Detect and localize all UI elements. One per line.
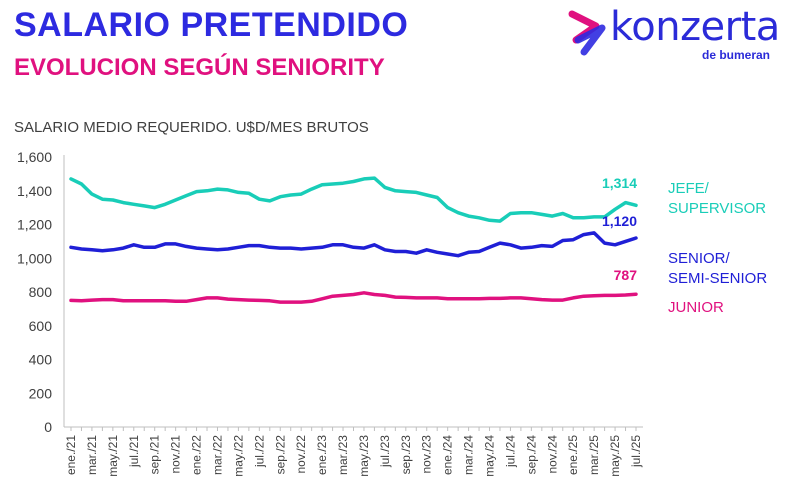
x-tick-label: mar./24 [462,435,476,475]
y-tick-label: 1,200 [17,217,52,233]
x-tick-label: mar./25 [587,435,601,475]
x-tick-label: mar./21 [85,435,99,475]
x-tick-label: nov./21 [169,435,183,474]
legend-entry-2: JUNIOR [668,299,724,316]
logo-tagline: de bumeran [702,48,771,62]
x-tick-label: may./22 [231,435,245,477]
x-tick-label: nov./24 [545,435,559,474]
legend-entry-1: SEMI-SENIOR [668,270,767,287]
legend-entry-1: SENIOR/ [668,250,731,267]
konzerta-mark-icon [568,10,606,56]
x-tick-label: may./23 [357,435,371,477]
series-line-0 [69,176,638,223]
x-tick-label: jul./22 [252,435,266,468]
y-tick-label: 1,400 [17,183,52,199]
page-subtitle: EVOLUCION SEGÚN SENIORITY [14,54,385,81]
x-tick-label: ene./24 [441,435,455,475]
x-tick-label: ene./25 [566,435,580,475]
y-tick-label: 800 [29,284,53,300]
x-tick-label: sep./23 [399,435,413,475]
data-label-1: 1,120 [602,213,637,229]
y-tick-label: 200 [29,385,53,401]
x-tick-label: jul./23 [378,435,392,468]
x-tick-label: may./24 [483,435,497,477]
x-tick-label: may./25 [608,435,622,477]
y-tick-label: 600 [29,318,53,334]
konzerta-logo: konzerta de bumeran [566,4,796,64]
x-tick-label: sep./21 [148,435,162,475]
y-tick-label: 0 [44,419,52,435]
x-tick-label: mar./23 [336,435,350,475]
series-line-2 [69,291,638,304]
x-tick-label: ene./23 [315,435,329,475]
logo-wordmark: konzerta [610,4,780,50]
x-tick-label: jul./24 [503,435,517,468]
legend-entry-0: SUPERVISOR [668,200,766,217]
y-tick-label: 400 [29,352,53,368]
chart-title: SALARIO MEDIO REQUERIDO. U$D/MES BRUTOS [14,119,369,136]
page-title: SALARIO PRETENDIDO [14,6,409,44]
data-label-2: 787 [614,267,638,283]
x-tick-label: jul./25 [629,435,643,468]
y-tick-label: 1,000 [17,250,52,266]
x-tick-label: may./21 [106,435,120,477]
x-tick-label: ene./22 [190,435,204,475]
x-tick-label: mar./22 [210,435,224,475]
x-tick-label: sep./24 [524,435,538,475]
legend-entry-0: JEFE/ [668,180,710,197]
data-label-0: 1,314 [602,175,637,191]
x-tick-label: sep./22 [273,435,287,475]
x-tick-label: ene./21 [64,435,78,475]
x-tick-label: nov./23 [420,435,434,474]
y-tick-label: 1,600 [17,149,52,165]
x-tick-label: nov./22 [294,435,308,474]
series-line-1 [69,231,638,258]
x-tick-label: jul./21 [127,435,141,468]
